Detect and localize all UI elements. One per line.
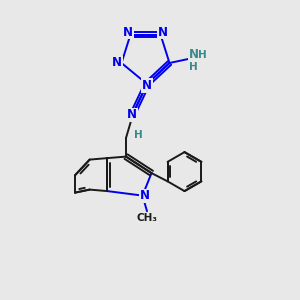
- Text: N: N: [127, 108, 137, 122]
- Text: N: N: [112, 56, 122, 70]
- Text: N: N: [142, 79, 152, 92]
- Text: N: N: [123, 26, 133, 39]
- Text: N: N: [188, 48, 199, 62]
- Text: N: N: [140, 189, 150, 202]
- Text: H: H: [198, 50, 207, 60]
- Text: H: H: [189, 62, 198, 72]
- Text: N: N: [158, 26, 168, 39]
- Text: CH₃: CH₃: [136, 213, 158, 223]
- Text: H: H: [134, 130, 142, 140]
